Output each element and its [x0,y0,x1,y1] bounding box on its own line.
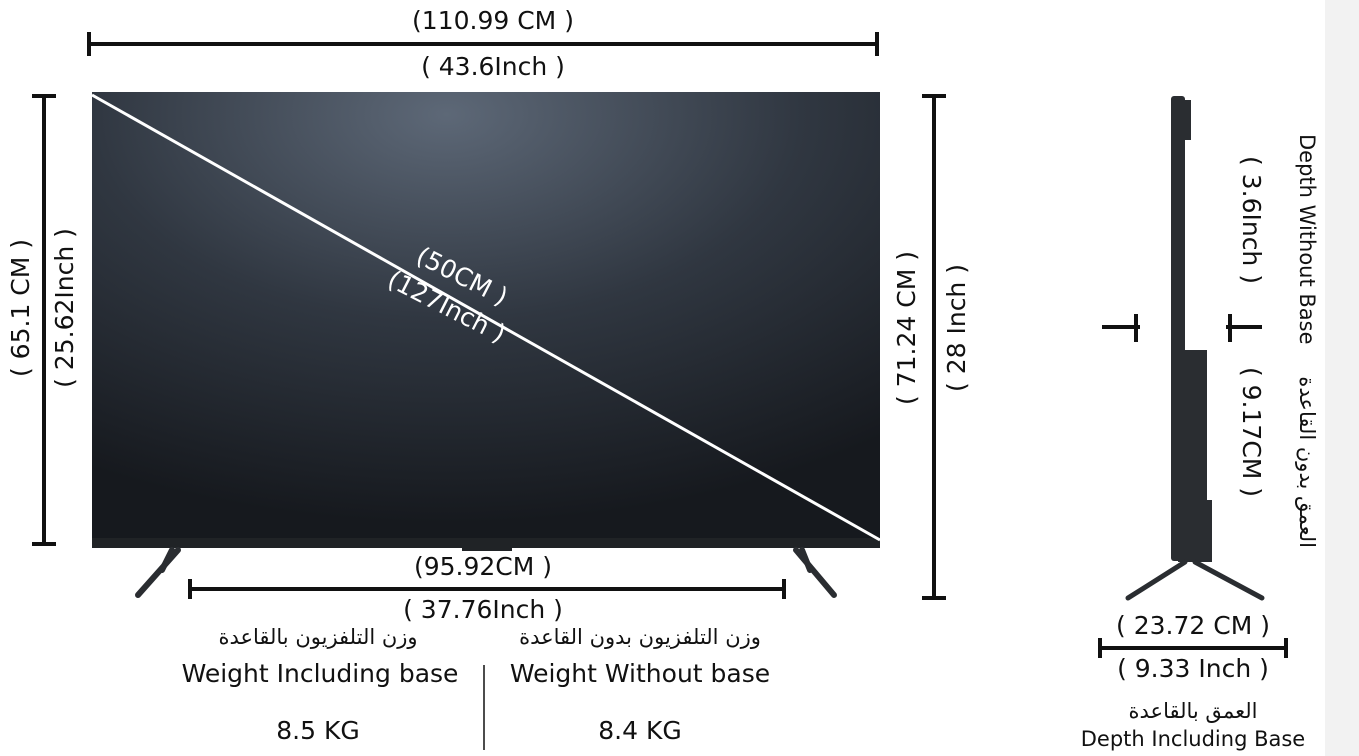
stand-width-dimension [188,579,786,599]
total-height-dimension [922,94,946,600]
base-depth-arabic: العمق بالقاعدة [1129,699,1258,723]
total-height-cm: ( 71.24 CM ) [892,251,921,405]
height-inch: ( 25.62Inch ) [50,228,79,388]
depth-cm: ( 9.17CM ) [1237,367,1266,497]
weight-value: 8.5 KG [276,716,359,745]
side-strip [1325,0,1359,756]
tv-stand [135,547,837,598]
weight-value: 8.4 KG [598,716,681,745]
base-depth-dimension [1098,638,1288,658]
width-dimension [87,32,879,56]
total-height-inch: ( 28 Inch ) [942,264,971,392]
weight-label: Weight Including base [182,659,459,688]
tv-side-view [1171,96,1212,562]
tv-logo-bar [462,545,512,551]
side-stand [1125,559,1265,601]
height-cm: ( 65.1 CM ) [6,239,35,377]
width-cm: (110.99 CM ) [412,6,574,35]
stand-width-inch: ( 37.76Inch ) [403,595,563,624]
base-depth-inch: ( 9.33 Inch ) [1117,654,1269,683]
height-dimension [32,94,56,546]
base-depth-label: Depth Including Base [1081,727,1305,751]
depth-inch: ( 3.6Inch ) [1237,156,1266,284]
stand-width-cm: (95.92CM ) [414,552,552,581]
depth-label: Depth Without Base [1295,134,1319,345]
tv-bezel [92,538,880,548]
base-depth-cm: ( 23.72 CM ) [1116,611,1270,640]
weight-arabic: وزن التلفزيون بدون القاعدة [519,625,761,649]
depth-markers [1102,314,1262,342]
weight-arabic: وزن التلفزيون بالقاعدة [218,625,417,649]
weight-label: Weight Without base [510,659,770,688]
diagonal-line [91,93,881,542]
width-inch: ( 43.6Inch ) [421,52,565,81]
depth-arabic: العمق بدون القاعدة [1295,376,1319,548]
